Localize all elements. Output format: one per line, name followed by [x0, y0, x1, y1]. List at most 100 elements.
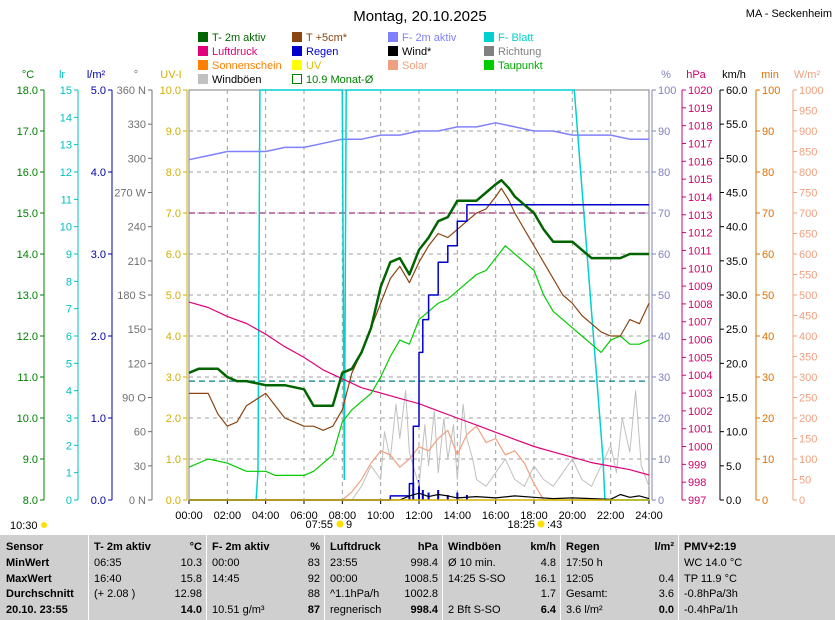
- axis-tick-label: 1005: [688, 352, 712, 364]
- axis-tick-label: 180 S: [117, 290, 146, 302]
- legend-label: 10.9 Monat-Ø: [306, 74, 374, 86]
- axis-tick-label: 5.0: [726, 461, 741, 473]
- rain-bar: [446, 495, 449, 500]
- axis-tick-label: 10: [658, 454, 670, 466]
- axis-tick-label: 4.0: [166, 331, 181, 343]
- legend-label: Solar: [402, 60, 428, 72]
- summary-row: 23:55 998.4: [330, 557, 438, 569]
- summary-row: 06:35 10.3: [94, 557, 202, 569]
- axis-tick-label: 2.0: [166, 413, 181, 425]
- axis-tick-label: 5: [66, 358, 72, 370]
- axis-tick-label: 850: [799, 147, 817, 159]
- summary-header: Sensor: [6, 541, 44, 553]
- x-tick-label: 24:00: [635, 510, 663, 522]
- axis-tick-label: 55.0: [726, 119, 747, 131]
- legend-swatch: [198, 32, 208, 42]
- summary-row: 10.51 g/m³ 87: [212, 603, 320, 616]
- axis-tick-label: 1003: [688, 388, 712, 400]
- sun-times: 10:30 07:55 9 18:25:43: [10, 519, 562, 532]
- summary-row: ^1.1hPa/h 1002.8: [330, 588, 438, 600]
- column-separator: [560, 535, 561, 620]
- axis-tick-label: 10.0: [160, 85, 181, 97]
- axis-tick-label: 900: [799, 126, 817, 138]
- axis-tick-label: 4: [66, 386, 72, 398]
- summary-header: Luftdruck hPa: [330, 541, 438, 553]
- rain-bar: [418, 480, 420, 500]
- axis-tick-label: 30.0: [726, 290, 747, 302]
- sunrise-time: 07:55: [305, 519, 333, 531]
- x-tick-label: 06:00: [290, 510, 318, 522]
- legend-swatch: [484, 32, 494, 42]
- axis-tick-label: 1014: [688, 192, 712, 204]
- summary-row: regnerisch 998.4: [330, 603, 438, 616]
- axis-tick-label: 100: [762, 85, 780, 97]
- axis-tick-label: 0: [799, 495, 805, 507]
- axis-tick-label: 60: [658, 249, 670, 261]
- legend-swatch: [292, 32, 302, 42]
- axis-tick-label: 1: [66, 468, 72, 480]
- axis-tick-label: 0: [762, 495, 768, 507]
- series-line: [188, 245, 650, 476]
- legend-label: UV: [306, 60, 322, 72]
- axis-tick-label: 90: [762, 126, 774, 138]
- axis-tick-label: 4.0: [91, 167, 106, 179]
- axis-tick-label: 998: [688, 477, 706, 489]
- series-line: [189, 390, 650, 501]
- axis-tick-label: 0: [66, 495, 72, 507]
- axes: °C18.017.016.015.014.013.012.011.010.09.…: [17, 69, 824, 522]
- summary-row: MinWert: [6, 557, 50, 569]
- axis-unit: l/m²: [87, 69, 106, 81]
- summary-row: 00:00 1008.5: [330, 572, 438, 585]
- axis-tick-label: 400: [799, 331, 817, 343]
- summary-row: 12:05 0.4: [566, 572, 674, 585]
- axis-tick-label: 90 O: [122, 393, 146, 405]
- summary-row: 14.0: [180, 603, 202, 616]
- axis-tick-label: 1012: [688, 228, 712, 240]
- legend-label: T +5cm*: [306, 32, 348, 44]
- x-tick-label: 14:00: [444, 510, 472, 522]
- axis-tick-label: 350: [799, 352, 817, 364]
- axis-tick-label: 600: [799, 249, 817, 261]
- axis-tick-label: 1016: [688, 156, 712, 168]
- axis-tick-label: 13: [60, 140, 72, 152]
- legend-swatch: [198, 74, 208, 84]
- legend-label: Richtung: [498, 46, 541, 58]
- axis-tick-label: 240: [128, 222, 146, 234]
- axis-unit: km/h: [722, 69, 746, 81]
- summary-column: Sensor MinWert MaxWert Durchschnitt 20.10. 2…: [0, 535, 88, 620]
- summary-row: WC 14.0 °C: [684, 557, 743, 569]
- sunset-time: 18:25: [507, 519, 535, 531]
- axis-tick-label: 950: [799, 106, 817, 118]
- plot-area: [188, 89, 650, 501]
- axis-tick-label: 35.0: [726, 256, 747, 268]
- summary-column: Regen l/m² 17:50 h 12:05 0.4 Gesamt: 3.6 3.6 l/…: [560, 535, 678, 620]
- axis-tick-label: 60: [134, 427, 146, 439]
- axis-tick-label: 17.0: [17, 126, 38, 138]
- axis-tick-label: 360 N: [117, 85, 146, 97]
- axis-tick-label: 500: [799, 290, 817, 302]
- axis-tick-label: 1011: [688, 245, 712, 257]
- axis-tick-label: 12.0: [17, 331, 38, 343]
- axis-tick-label: 50: [799, 475, 811, 487]
- axis-tick-label: 70: [658, 208, 670, 220]
- legend-label: Regen: [306, 46, 338, 58]
- axis-tick-label: 45.0: [726, 188, 747, 200]
- axis-tick-label: 0.0: [91, 495, 106, 507]
- summary-column: Windböen km/h Ø 10 min. 4.8 14:25 S-SO 16.1 1.…: [442, 535, 560, 620]
- series-line: [189, 425, 649, 501]
- axis-tick-label: 11: [61, 194, 72, 206]
- x-tick-label: 20:00: [559, 510, 587, 522]
- moonrise-time: 10:30: [10, 520, 38, 532]
- axis-tick-label: 1000: [799, 85, 823, 97]
- summary-column: PMV+2:19 WC 14.0 °C TP 11.9 °C -0.8hPa/3h -0…: [678, 535, 795, 620]
- legend-swatch: [292, 46, 302, 56]
- x-tick-label: 10:00: [367, 510, 395, 522]
- summary-row: 17:50 h: [566, 557, 603, 569]
- axis-tick-label: 1015: [688, 174, 712, 186]
- axis-tick-label: 9: [66, 249, 72, 261]
- axis-tick-label: 60: [762, 249, 774, 261]
- summary-column: T- 2m aktiv °C 06:35 10.3 16:40 15.8 (+ 2.08 )…: [88, 535, 206, 620]
- station-name: MA - Seckenheim: [746, 8, 832, 20]
- axis-tick-label: 300: [128, 153, 146, 165]
- summary-column: Luftdruck hPa 23:55 998.4 00:00 1008.5 ^1.1hPa…: [324, 535, 442, 620]
